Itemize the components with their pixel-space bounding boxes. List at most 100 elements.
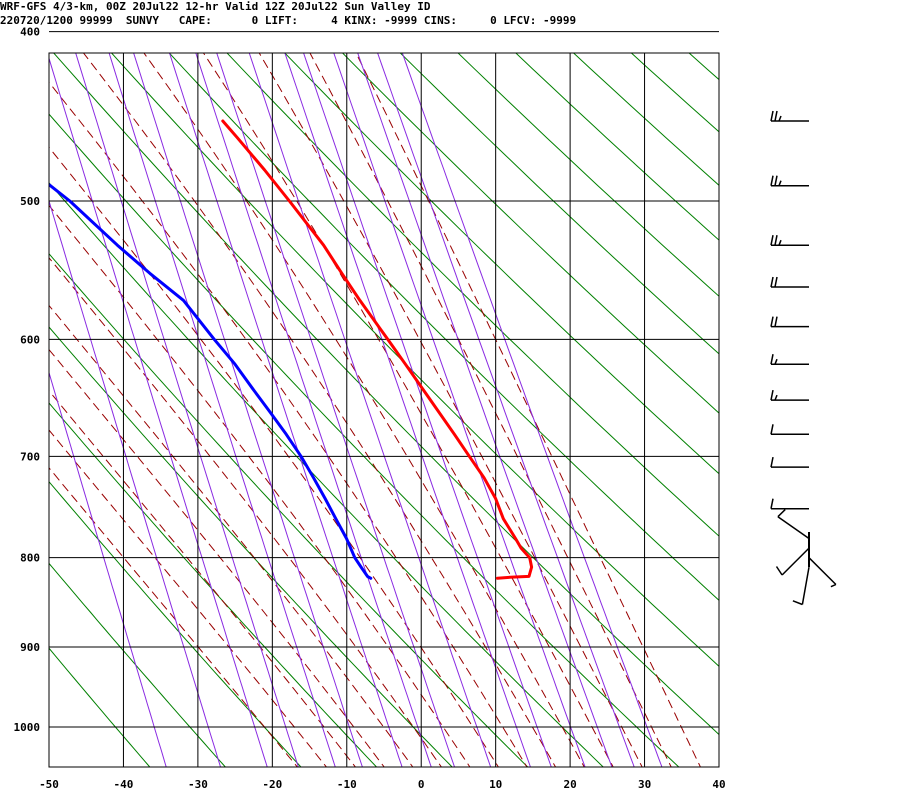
wind-barb-full-tick: [770, 456, 774, 468]
temperature-tick-label: 40: [712, 778, 725, 791]
wind-barb: [770, 354, 809, 365]
mixing-ratio-line: [49, 56, 268, 767]
dry-adiabat-line: [457, 53, 719, 297]
mixing-ratio-line: [49, 370, 167, 767]
temperature-tick-label: 20: [563, 778, 576, 791]
moist-adiabat-line: [82, 53, 557, 767]
pressure-tick-label: 700: [20, 450, 40, 463]
plot-frame: [48, 52, 720, 768]
wind-barb-full-tick: [770, 498, 774, 509]
moist-adiabat-line: [49, 146, 499, 767]
wind-barb-full-tick: [770, 110, 774, 122]
moist-adiabat-line: [258, 53, 643, 767]
wind-barb: [770, 389, 809, 401]
wind-barb-full-tick: [770, 235, 774, 246]
temperature-tick-label: 10: [489, 778, 502, 791]
wind-barb: [770, 316, 809, 328]
mixing-ratio-line: [284, 53, 531, 767]
wind-barb-half-tick: [778, 115, 782, 122]
wind-barb-shaft: [781, 547, 810, 576]
pressure-axis-labels: 400 500 600 700 800 900 1000: [14, 26, 41, 734]
wind-barb: [777, 509, 810, 540]
dry-adiabat-line: [284, 53, 719, 475]
wind-barb-full-tick: [774, 276, 778, 288]
moist-adiabat-line: [355, 53, 701, 767]
pressure-tick-label: 900: [20, 641, 40, 654]
wind-barb-half-tick: [830, 583, 837, 588]
mixing-ratio-line: [195, 53, 432, 767]
wind-barb-full-tick: [777, 509, 786, 518]
moist-adiabat-line: [49, 204, 471, 767]
mixing-ratio-line: [357, 53, 613, 767]
wind-barb: [770, 235, 809, 246]
sounding-header-title: WRF-GFS 4/3-km, 00Z 20Jul22 12-hr Valid …: [0, 0, 431, 13]
grid-lines: [48, 31, 720, 767]
dry-adiabat-line: [226, 53, 719, 537]
temperature-tick-label: -40: [113, 778, 133, 791]
wind-barb-full-tick: [770, 316, 774, 327]
temperature-tick-label: -30: [188, 778, 208, 791]
dry-adiabat-line: [49, 402, 378, 767]
wind-barb-column: [770, 110, 837, 606]
background-lines: [49, 0, 900, 771]
wind-barb: [770, 175, 809, 187]
dry-adiabat-line: [168, 53, 719, 601]
wind-barb: [808, 557, 837, 588]
moist-adiabat-line: [49, 467, 298, 767]
wind-barb: [770, 276, 809, 288]
mixing-ratio-line: [108, 53, 336, 767]
temperature-tick-label: 0: [418, 778, 425, 791]
dry-adiabat-line: [341, 53, 719, 414]
mixing-ratio-line: [168, 53, 403, 767]
dry-adiabat-line: [688, 53, 719, 81]
wind-barb-shaft: [801, 566, 810, 605]
moist-adiabat-line: [49, 81, 528, 767]
sounding-header-indices: 220720/1200 99999 SUNVY CAPE: 0 LIFT: 4 …: [0, 14, 577, 27]
wind-barb-half-tick: [778, 239, 782, 246]
wind-barb: [770, 110, 809, 122]
moist-adiabat-line: [49, 304, 414, 767]
temperature-profile-line: [221, 119, 534, 580]
moist-adiabat-line: [309, 53, 672, 767]
dry-adiabat-line: [49, 326, 453, 767]
dry-adiabat-line: [49, 113, 680, 767]
wind-barb-full-tick: [774, 175, 778, 186]
dry-adiabat-line: [792, 0, 900, 771]
wind-barb-full-tick: [775, 566, 783, 576]
mixing-ratio-line: [75, 53, 299, 767]
wind-barb-half-tick: [774, 358, 778, 365]
pressure-tick-label: 400: [20, 26, 40, 39]
pressure-tick-label: 1000: [14, 721, 41, 734]
wind-barb-shaft: [808, 557, 837, 586]
mixing-ratio-line: [401, 53, 663, 767]
wind-barb: [775, 547, 810, 576]
mixing-ratio-line: [49, 199, 222, 767]
wind-barb: [770, 456, 809, 468]
mixing-ratio-line: [133, 53, 363, 767]
temperature-tick-label: -50: [39, 778, 59, 791]
wind-barb-full-tick: [792, 600, 803, 606]
wind-barb-full-tick: [770, 354, 774, 365]
wind-barb-full-tick: [770, 424, 774, 435]
dry-adiabat-line: [49, 647, 151, 767]
wind-barb-full-tick: [770, 389, 774, 401]
wind-barb-half-tick: [774, 394, 778, 401]
temperature-tick-label: 30: [638, 778, 651, 791]
mixing-ratio-line: [303, 53, 552, 767]
wind-barb-full-tick: [770, 175, 774, 186]
pressure-tick-label: 600: [20, 333, 40, 346]
dry-adiabat-line: [49, 480, 302, 767]
wind-barb-full-tick: [774, 316, 778, 327]
dry-adiabat-line: [110, 53, 719, 667]
wind-barb: [792, 566, 810, 606]
mixing-ratio-line: [216, 53, 456, 767]
pressure-tick-label: 800: [20, 552, 40, 565]
mixing-ratio-line: [377, 53, 635, 767]
moist-adiabat-line: [49, 257, 442, 767]
profile-series: [49, 119, 534, 580]
wind-barb-shaft: [777, 516, 810, 540]
moist-adiabat-line: [143, 53, 585, 767]
dry-adiabat-line: [679, 0, 900, 771]
dry-adiabat-line: [515, 53, 719, 241]
